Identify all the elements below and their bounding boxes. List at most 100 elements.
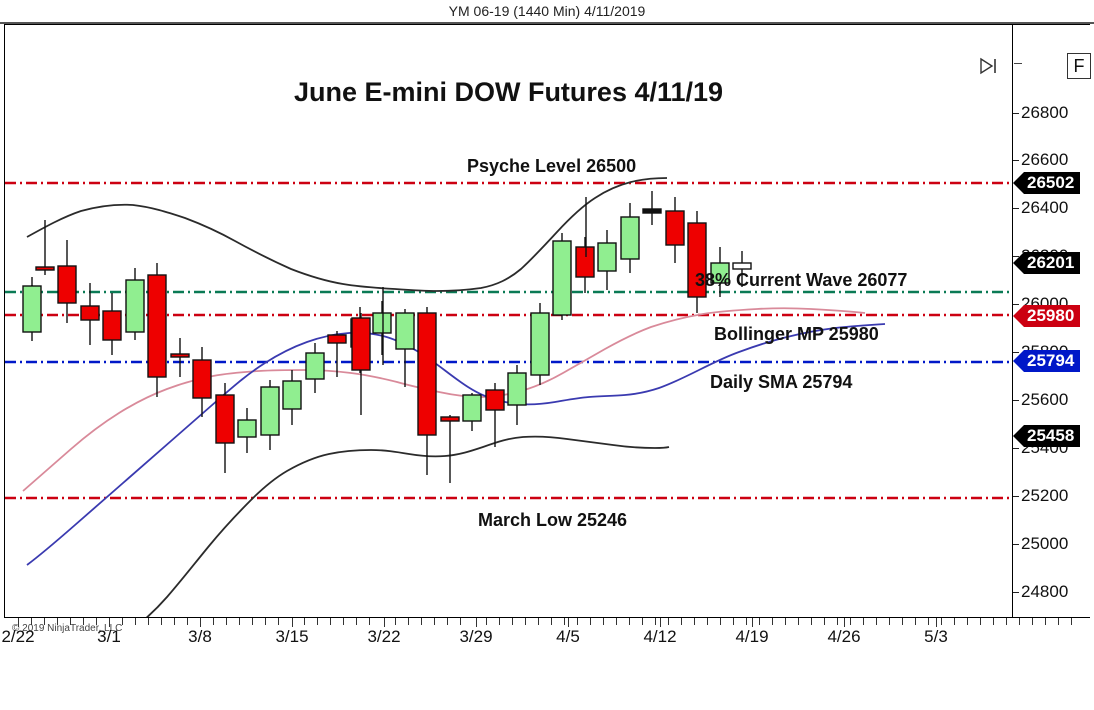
date-minor-tick	[876, 618, 877, 625]
bollinger-lower-band	[146, 435, 670, 617]
date-tick-label: 4/12	[643, 627, 677, 646]
date-minor-tick	[525, 618, 526, 625]
copyright-notice: © 2019 NinjaTrader, LLC	[12, 623, 123, 634]
secondary-sma-curve	[26, 323, 886, 566]
date-minor-tick	[941, 618, 942, 625]
date-minor-tick	[798, 618, 799, 625]
date-minor-tick	[1058, 618, 1059, 625]
date-minor-tick	[174, 618, 175, 625]
candlestick-series	[22, 191, 752, 483]
price-tick-label: 24800	[1021, 582, 1069, 601]
date-minor-tick	[967, 618, 968, 625]
fullscreen-toggle-button[interactable]: F	[1067, 53, 1091, 79]
date-minor-tick	[1045, 618, 1046, 625]
date-tick	[936, 618, 937, 627]
date-minor-tick	[265, 618, 266, 625]
date-minor-tick	[421, 618, 422, 625]
date-minor-tick	[187, 618, 188, 625]
date-minor-tick	[434, 618, 435, 625]
price-marker-flag[interactable]: 25980	[1013, 305, 1081, 327]
axis-separator	[1012, 25, 1013, 617]
date-tick-label: 5/3	[924, 627, 948, 646]
date-minor-tick	[447, 618, 448, 625]
tick-dash	[1013, 303, 1019, 305]
date-minor-tick	[590, 618, 591, 625]
price-tick-label: 26800	[1021, 103, 1069, 122]
price-marker-flag[interactable]: 25458	[1013, 425, 1081, 447]
date-tick-label: 4/19	[735, 627, 769, 646]
axis-cursor-tick	[1014, 63, 1022, 64]
bollinger-upper-band	[26, 177, 668, 292]
tick-dash	[1013, 207, 1019, 209]
window-titlebar: YM 06-19 (1440 Min) 4/11/2019	[0, 0, 1094, 22]
date-tick	[200, 618, 201, 627]
date-minor-tick	[902, 618, 903, 625]
date-minor-tick	[512, 618, 513, 625]
date-minor-tick	[239, 618, 240, 625]
date-minor-tick	[395, 618, 396, 625]
date-minor-tick	[928, 618, 929, 625]
chart-title: June E-mini DOW Futures 4/11/19	[293, 77, 724, 107]
tick-dash	[1013, 591, 1019, 593]
date-minor-tick	[161, 618, 162, 625]
tick-dash	[1013, 255, 1019, 257]
chart-plot-area[interactable]	[5, 25, 1012, 617]
price-marker-flag[interactable]: 26502	[1013, 172, 1081, 194]
date-minor-tick	[811, 618, 812, 625]
date-minor-tick	[577, 618, 578, 625]
tick-dash	[1013, 159, 1019, 161]
tick-dash	[1013, 112, 1019, 114]
date-minor-tick	[538, 618, 539, 625]
chart-annotation: Psyche Level 26500	[467, 156, 637, 176]
date-minor-tick	[317, 618, 318, 625]
date-tick	[844, 618, 845, 627]
date-minor-tick	[213, 618, 214, 625]
date-axis[interactable]: 2/22 3/1 3/8 3/15 3/22 3/29 4/5 4/12 4/19 4/26 5/3	[1, 618, 1090, 664]
price-axis[interactable]: 2680026600264002620026000258002560025400…	[1013, 25, 1090, 617]
date-minor-tick	[993, 618, 994, 625]
price-tick: 26600	[1013, 150, 1068, 170]
date-minor-tick	[668, 618, 669, 625]
chart-annotation: 38% Current Wave 26077	[695, 270, 908, 290]
date-minor-tick	[824, 618, 825, 625]
date-minor-tick	[629, 618, 630, 625]
date-minor-tick	[1006, 618, 1007, 625]
date-minor-tick	[603, 618, 604, 625]
price-tick-label: 25600	[1021, 390, 1069, 409]
date-tick-label: 3/29	[459, 627, 493, 646]
date-tick-label: 3/1	[97, 627, 121, 646]
date-minor-tick	[330, 618, 331, 625]
date-minor-tick	[83, 618, 84, 625]
date-minor-tick	[551, 618, 552, 625]
date-minor-tick	[707, 618, 708, 625]
date-minor-tick	[70, 618, 71, 625]
date-minor-tick	[499, 618, 500, 625]
price-marker-flag[interactable]: 26201	[1013, 252, 1081, 274]
date-minor-tick	[1071, 618, 1072, 625]
date-minor-tick	[850, 618, 851, 625]
date-tick	[18, 618, 19, 627]
chart-annotation: Daily SMA 25794	[710, 372, 853, 392]
date-tick	[109, 618, 110, 627]
date-minor-tick	[733, 618, 734, 625]
date-tick	[384, 618, 385, 627]
date-tick	[752, 618, 753, 627]
date-minor-tick	[746, 618, 747, 625]
date-minor-tick	[356, 618, 357, 625]
date-minor-tick	[655, 618, 656, 625]
date-minor-tick	[460, 618, 461, 625]
date-tick-label: 3/22	[367, 627, 401, 646]
date-minor-tick	[863, 618, 864, 625]
date-minor-tick	[915, 618, 916, 625]
date-minor-tick	[980, 618, 981, 625]
date-tick-label: 2/22	[1, 627, 35, 646]
price-tick: 25000	[1013, 534, 1068, 554]
date-minor-tick	[252, 618, 253, 625]
skip-to-end-icon[interactable]	[976, 55, 1002, 77]
date-minor-tick	[369, 618, 370, 625]
price-tick: 26800	[1013, 103, 1068, 123]
price-marker-flag[interactable]: 25794	[1013, 350, 1081, 372]
price-tick-label: 26400	[1021, 198, 1069, 217]
price-tick-label: 25000	[1021, 534, 1069, 553]
date-minor-tick	[785, 618, 786, 625]
